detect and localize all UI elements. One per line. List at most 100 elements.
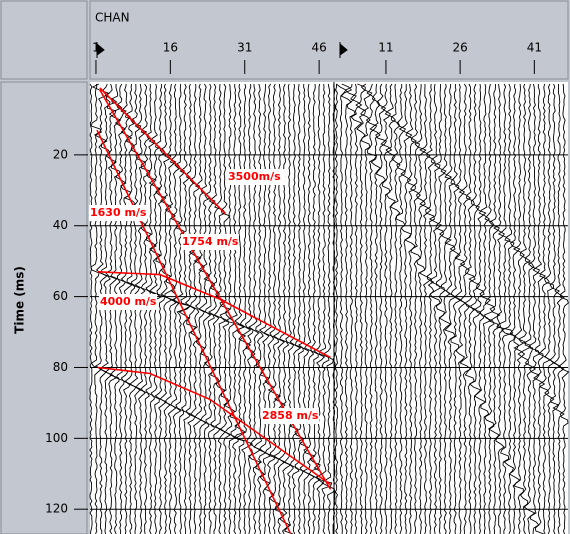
header-label: CHAN [95, 11, 130, 25]
trace [523, 83, 537, 534]
trace [538, 83, 551, 534]
trace [501, 83, 517, 534]
trace [313, 83, 326, 534]
velocity-line [97, 366, 331, 486]
trace [203, 83, 216, 534]
trace [159, 83, 173, 534]
trace [395, 83, 407, 534]
trace [403, 83, 418, 534]
trace [493, 83, 505, 534]
label-box [181, 234, 239, 250]
velocity-label: 4000 m/s [100, 295, 157, 308]
trace [247, 83, 261, 534]
trace [458, 83, 472, 534]
trace [253, 83, 266, 534]
trace [453, 83, 467, 534]
trace [169, 83, 182, 534]
y-axis-title: Time (ms) [13, 266, 27, 334]
trace [464, 83, 476, 534]
trace [360, 83, 373, 534]
trace [278, 83, 292, 534]
label-box [261, 408, 319, 424]
velocity-label: 3500m/s [228, 170, 281, 183]
trace [294, 83, 304, 534]
trace [380, 83, 393, 534]
velocity-label: 2858 m/s [262, 409, 319, 422]
trace [384, 83, 397, 534]
trace [198, 83, 212, 534]
trace [170, 83, 192, 534]
trace [428, 83, 442, 534]
trace [302, 83, 316, 534]
x-tick-label: 41 [527, 41, 542, 55]
trace [258, 83, 271, 534]
trace [321, 83, 335, 534]
trace [235, 83, 254, 534]
trace [414, 84, 427, 534]
trace [473, 83, 487, 534]
trace [188, 83, 202, 534]
trace [336, 83, 347, 534]
trace [517, 83, 531, 534]
trace [178, 83, 192, 534]
trace [552, 83, 565, 534]
trace [222, 83, 236, 534]
trace [355, 83, 367, 534]
trace [298, 83, 310, 534]
trace [244, 83, 256, 534]
trace [263, 83, 275, 534]
velocity-line [96, 129, 292, 534]
velocity-label: 1754 m/s [182, 235, 239, 248]
trace [154, 83, 168, 534]
trace [224, 83, 245, 534]
velocity-label: 1630 m/s [90, 206, 147, 219]
velocity-line [99, 87, 226, 215]
trace [365, 83, 378, 534]
trace [389, 83, 401, 534]
trace [90, 83, 103, 534]
trace [558, 83, 570, 534]
trace [549, 83, 561, 534]
trace [89, 83, 93, 534]
y-tick-label: 60 [53, 289, 68, 303]
x-tick-label: 11 [378, 41, 393, 55]
trace [527, 83, 541, 534]
trace [308, 83, 321, 534]
trace [213, 83, 227, 534]
trace [340, 83, 353, 534]
trace [184, 83, 197, 534]
y-tick-label: 100 [45, 431, 68, 445]
trace [478, 83, 492, 534]
x-tick-label: 31 [237, 41, 252, 55]
label-box [99, 294, 157, 310]
trace [375, 83, 388, 534]
label-box [227, 169, 285, 185]
trace [334, 84, 339, 534]
trace [512, 83, 527, 534]
x-tick-label: 46 [311, 41, 326, 55]
trace [438, 83, 453, 534]
x-tick-label: 16 [163, 41, 178, 55]
trace [350, 83, 363, 534]
trace [468, 83, 482, 534]
trace [496, 83, 514, 534]
trace [543, 83, 555, 534]
trace [282, 83, 296, 534]
header-box [89, 0, 569, 80]
y-tick-label: 120 [45, 502, 68, 516]
x-tick-label: 26 [452, 41, 467, 55]
velocity-line [97, 271, 331, 359]
trace [398, 84, 413, 534]
trace [508, 83, 521, 534]
trace [483, 83, 496, 534]
trace [433, 83, 447, 534]
y-tick-label: 20 [53, 147, 68, 161]
trace [532, 83, 547, 534]
panel-flag [339, 42, 348, 58]
trace [449, 83, 462, 534]
y-tick-label: 80 [53, 360, 68, 374]
trace [208, 83, 222, 534]
x-tick-label: 1 [92, 41, 100, 55]
label-box [89, 205, 147, 221]
